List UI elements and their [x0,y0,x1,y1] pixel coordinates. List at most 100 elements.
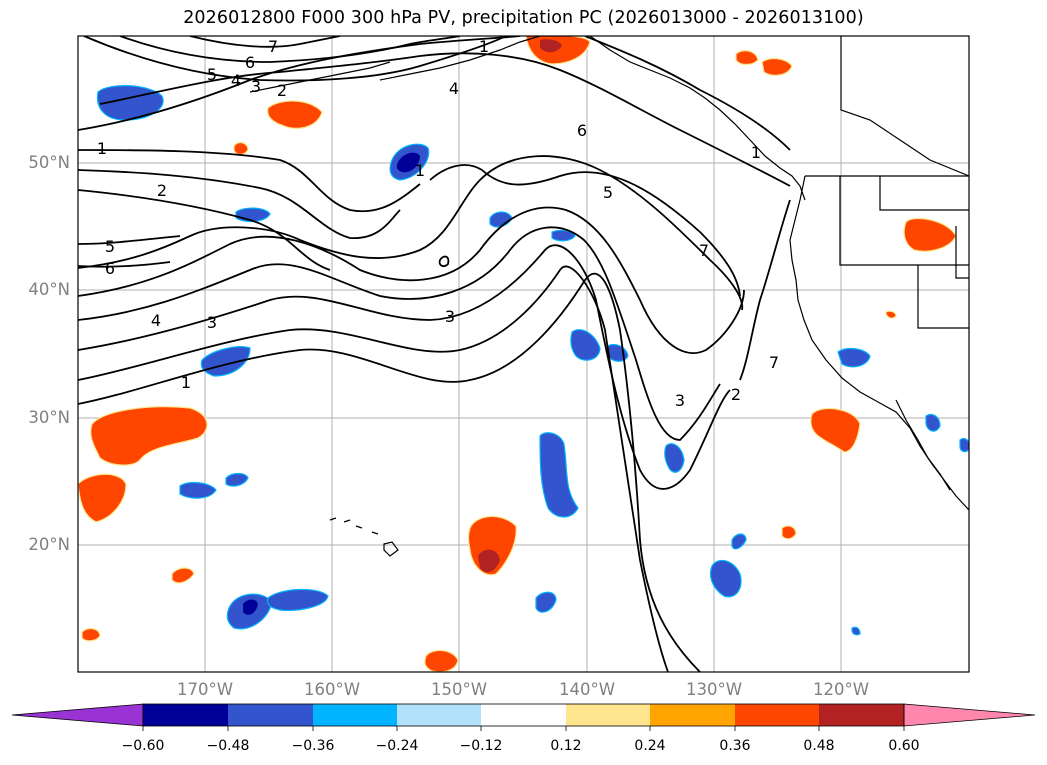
precip-blob [761,57,793,76]
contour-2-east [739,199,791,381]
land-border-state [879,176,969,211]
contour-upper-3 [78,169,401,239]
contour-upper-4 [78,189,331,271]
contour-3 [78,244,731,490]
lat-label-20n: 20°N [28,535,70,554]
contour-7 [429,164,741,297]
contour-label: 2 [157,181,167,200]
colorbar-bin [228,704,313,726]
colorbar-tick-label: 0.48 [803,738,835,754]
precip-positive-areas [78,36,957,672]
precip-negative-areas [96,85,969,636]
contour-label: 3 [675,391,685,410]
colorbar-frame [142,703,905,727]
precip-blob [535,591,557,613]
land-border-state [955,226,969,279]
precip-blob [903,217,957,252]
precip-core [243,599,258,615]
precip-blob [200,346,251,377]
contour-label: 4 [449,79,459,98]
baja-coast [895,399,951,491]
precip-blob [539,432,579,518]
contour-label: 1 [97,139,107,158]
lon-label-130w: 130°W [685,680,743,699]
colorbar-bin [566,704,650,726]
contour-label: 2 [731,385,741,404]
contour-upper-1 [78,36,521,131]
contour-label: 5 [105,237,115,256]
precip-blob [90,406,208,466]
contour-upper-6 [78,261,171,268]
colorbar-tick-label: −0.24 [375,738,419,754]
contour-label: 6 [105,259,115,278]
land-border-canada [840,36,969,177]
contour-label: 7 [268,37,278,56]
lon-label-160w: 160°W [303,680,361,699]
contour-label: 3 [251,77,261,96]
precip-blob [664,443,685,473]
precip-blob [489,211,513,228]
contour-label: 7 [769,353,779,372]
aleutian-chain [249,61,391,93]
precip-blob [735,50,759,66]
precip-core [396,152,420,173]
precip-blob [731,533,747,550]
precip-blob [925,413,941,432]
colorbar-bin [819,704,904,726]
land-border-state [839,176,969,266]
precip-blob [233,141,249,156]
precip-blob [570,329,601,361]
precip-blob [810,407,861,453]
contour-label: 5 [207,65,217,84]
contour-6 [78,155,744,311]
contour-1-east [584,36,791,151]
alaska-coast [379,36,806,201]
contour-4 [78,226,721,441]
contour-upper-2 [78,149,421,213]
precip-blob [551,229,576,242]
contour-label: 2 [277,81,287,100]
lon-label-150w: 150°W [430,680,488,699]
colorbar-tick-label: 0.36 [719,738,751,754]
precip-core [540,39,562,53]
contour-label: 1 [751,143,761,162]
land-border-state [917,265,969,329]
colorbar-bin [735,704,819,726]
precip-blob [78,473,127,523]
contour-north-4 [99,52,791,187]
contour-label: 4 [231,71,241,90]
contour-label: 3 [207,313,217,332]
contour-labels: 7 1 6 5 4 3 2 4 1 1 2 6 5 6 7 5 4 3 3 1 … [97,37,779,410]
precip-blob [81,627,101,642]
colorbar-extend-high [903,703,1036,727]
precip-blob [607,343,629,362]
precip-blob [171,567,195,584]
colorbar [11,703,1036,731]
contour-label: 6 [577,121,587,140]
colorbar-tick-label: 0.12 [550,738,582,754]
lon-label-120w: 120°W [812,680,870,699]
colorbar-bin [650,704,735,726]
contour-label: 1 [181,373,191,392]
colorbar-tick-label: −0.60 [121,738,165,754]
colorbar-tick-label: −0.12 [459,738,503,754]
contour-label: 3 [445,307,455,326]
contour-label: 5 [603,183,613,202]
contour-2 [78,265,669,672]
precip-blob [959,437,969,453]
lat-label-40n: 40°N [28,280,70,299]
precip-blob [179,481,217,499]
precip-blob [266,588,329,611]
contour-ring [438,255,450,267]
colorbar-bin [481,704,566,726]
precip-blob [267,100,323,129]
colorbar-extend-low [11,703,144,727]
plot-title: 2026012800 F000 300 hPa PV, precipitatio… [183,8,864,28]
colorbar-tick-label: −0.36 [291,738,335,754]
plot-frame [77,35,970,673]
coastlines [249,36,969,557]
precip-blob [235,207,271,223]
contour-1 [78,272,701,672]
precip-blob [709,559,742,598]
